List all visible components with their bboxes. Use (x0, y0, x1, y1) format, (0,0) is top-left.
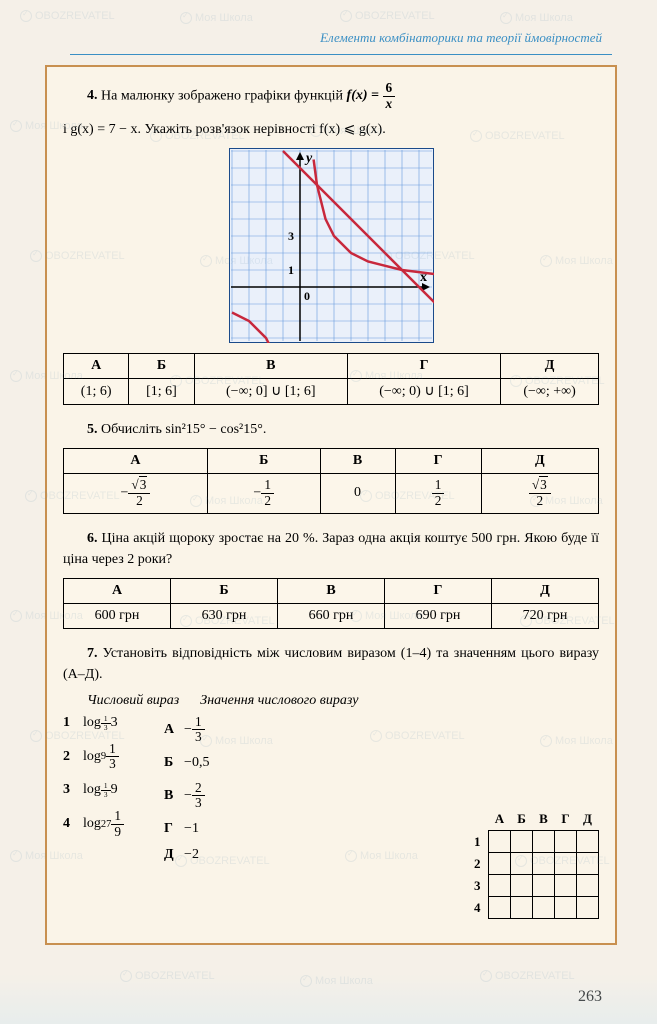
grid-cell[interactable] (555, 853, 577, 875)
col-header: В (278, 578, 385, 603)
grid-row-header: 4 (467, 897, 489, 919)
problem-7-text: 7. Установіть відповідність між числовим… (63, 643, 599, 685)
svg-text:y: y (304, 151, 313, 166)
expressions-column: 1 log13 3 2 log9 13 3 log13 9 4 log27 19 (63, 715, 124, 874)
problem-4-text2: і g(x) = 7 − x. Укажіть розв'язок нерівн… (63, 119, 599, 140)
col-header: Г (347, 354, 500, 379)
grid-cell[interactable] (489, 853, 511, 875)
answer-cell: (−∞; 0) ∪ [1; 6] (347, 379, 500, 405)
answer-cell: (−∞; 0] ∪ [1; 6] (194, 379, 347, 405)
col-header: Д (492, 578, 599, 603)
problem-5-text: 5. Обчисліть sin²15° − cos²15°. (63, 419, 599, 440)
col-header: Б (171, 578, 278, 603)
col-header: А (64, 354, 129, 379)
values-column: А −13 Б −0,5 В −23 Г −1 Д −2 (164, 715, 209, 874)
value-row: А −13 (164, 715, 209, 745)
match-titles: Числовий вираз Значення числового виразу (87, 693, 599, 709)
grid-cell[interactable] (577, 875, 599, 897)
answer-cell: [1; 6] (129, 379, 194, 405)
answer-grid: АБВГД 1234 (467, 809, 600, 920)
col-header: Б (207, 449, 320, 474)
graph-svg: 1 3 0 x y (229, 148, 434, 343)
answer-cell: 720 грн (492, 603, 599, 628)
col-header: Д (501, 354, 599, 379)
problem-4-answers: АБВГД (1; 6)[1; 6](−∞; 0] ∪ [1; 6](−∞; 0… (63, 353, 599, 405)
answer-cell: −32 (64, 474, 208, 513)
answer-cell: (1; 6) (64, 379, 129, 405)
answer-cell: 660 грн (278, 603, 385, 628)
grid-row-header: 1 (467, 831, 489, 853)
problem-number: 5. (87, 422, 98, 437)
answer-cell: 32 (481, 474, 598, 513)
grid-cell[interactable] (533, 897, 555, 919)
expression-row: 1 log13 3 (63, 715, 124, 732)
answer-cell: 630 грн (171, 603, 278, 628)
grid-cell[interactable] (511, 831, 533, 853)
col-header: В (320, 449, 395, 474)
grid-cell[interactable] (533, 875, 555, 897)
value-row: В −23 (164, 781, 209, 811)
answer-cell: 12 (395, 474, 481, 513)
function-graph: 1 3 0 x y (63, 148, 599, 343)
expression-row: 2 log9 13 (63, 742, 124, 772)
grid-cell[interactable] (533, 831, 555, 853)
svg-text:0: 0 (304, 289, 310, 303)
grid-cell[interactable] (511, 875, 533, 897)
header-rule (70, 54, 612, 55)
problem-number: 4. (87, 88, 98, 103)
answer-cell: −12 (207, 474, 320, 513)
problem-number: 6. (87, 531, 98, 546)
grid-cell[interactable] (555, 875, 577, 897)
grid-row-header: 3 (467, 875, 489, 897)
value-row: Д −2 (164, 847, 209, 863)
grid-cell[interactable] (577, 853, 599, 875)
grid-col-header: А (489, 809, 511, 831)
grid-cell[interactable] (489, 875, 511, 897)
answer-cell: 690 грн (385, 603, 492, 628)
col-header: Д (481, 449, 598, 474)
problem-5-answers: АБВГД −32−1201232 (63, 448, 599, 513)
value-row: Г −1 (164, 821, 209, 837)
answer-grid-box: АБВГД 1234 (467, 809, 600, 920)
col-header: Г (395, 449, 481, 474)
svg-text:3: 3 (288, 229, 294, 243)
grid-cell[interactable] (577, 831, 599, 853)
problem-6-answers: АБВГД 600 грн630 грн660 грн690 грн720 гр… (63, 578, 599, 629)
answer-cell: 0 (320, 474, 395, 513)
col-header: Г (385, 578, 492, 603)
grid-col-header: Г (555, 809, 577, 831)
svg-text:1: 1 (288, 263, 294, 277)
col-header: В (194, 354, 347, 379)
chapter-title: Елементи комбінаторики та теорії ймовірн… (320, 30, 602, 45)
grid-col-header: Б (511, 809, 533, 831)
grid-cell[interactable] (577, 897, 599, 919)
expression-row: 4 log27 19 (63, 809, 124, 839)
page-bottom-decoration (0, 974, 657, 1024)
col-header: А (64, 578, 171, 603)
grid-cell[interactable] (489, 831, 511, 853)
grid-cell[interactable] (555, 897, 577, 919)
col-header: Б (129, 354, 194, 379)
expression-row: 3 log13 9 (63, 782, 124, 799)
problem-4-text: 4. На малюнку зображено графіки функцій … (63, 81, 599, 111)
col-header: А (64, 449, 208, 474)
answer-cell: (−∞; +∞) (501, 379, 599, 405)
chapter-header: Елементи комбінаторики та теорії ймовірн… (0, 0, 657, 54)
value-row: Б −0,5 (164, 755, 209, 771)
grid-col-header: В (533, 809, 555, 831)
problem-6-text: 6. Ціна акцій щороку зростає на 20 %. За… (63, 528, 599, 570)
svg-text:x: x (420, 270, 427, 285)
grid-cell[interactable] (489, 897, 511, 919)
grid-col-header: Д (577, 809, 599, 831)
grid-cell[interactable] (511, 897, 533, 919)
grid-row-header: 2 (467, 853, 489, 875)
grid-cell[interactable] (533, 853, 555, 875)
answer-cell: 600 грн (64, 603, 171, 628)
grid-cell[interactable] (511, 853, 533, 875)
grid-cell[interactable] (555, 831, 577, 853)
problem-number: 7. (87, 646, 98, 661)
